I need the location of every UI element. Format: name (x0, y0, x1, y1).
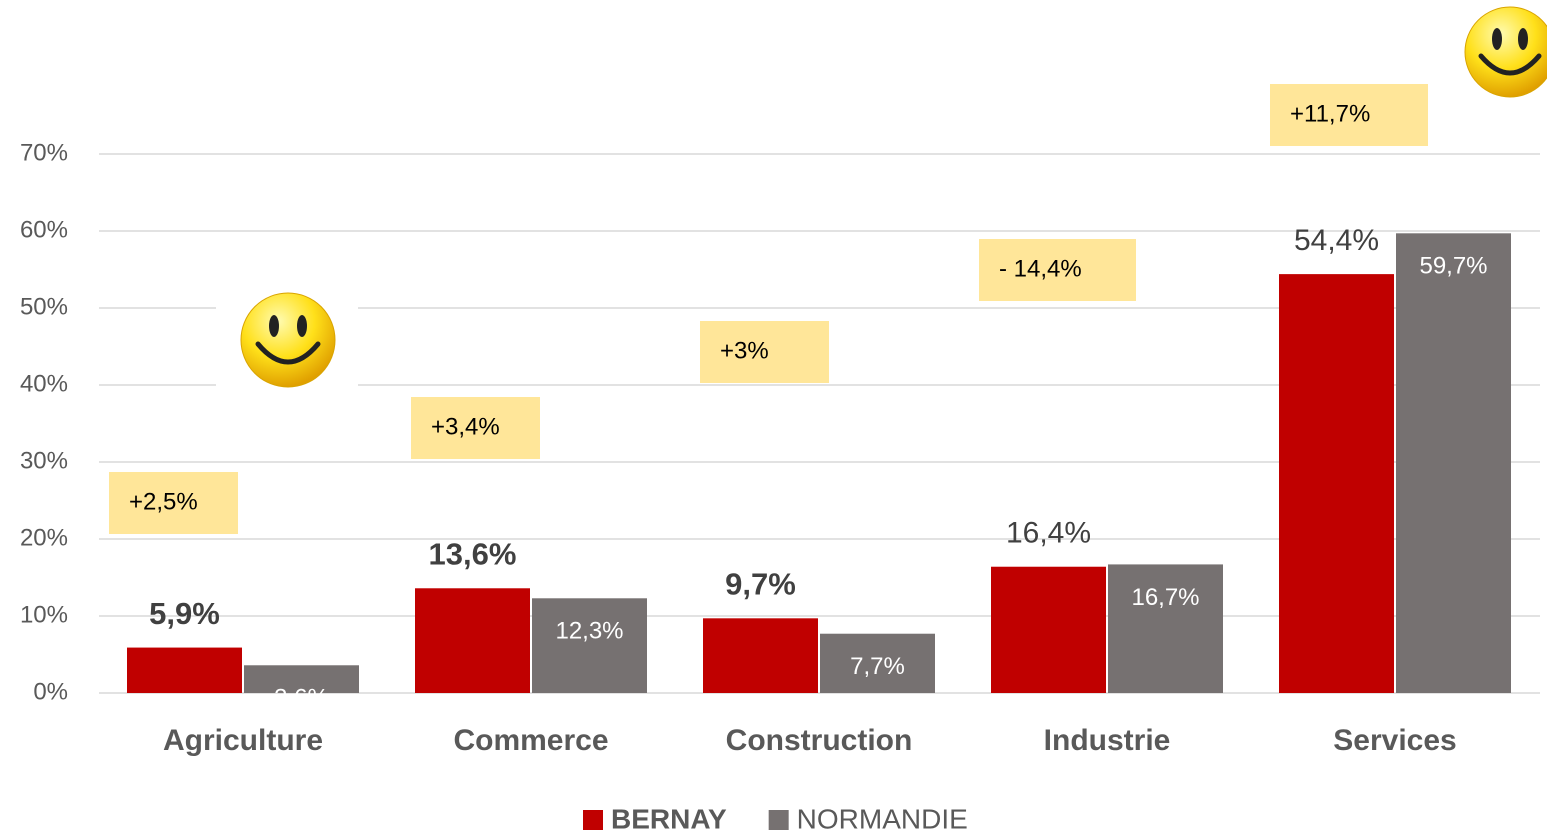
y-tick-label: 70% (20, 139, 68, 166)
data-label: 16,7% (1131, 584, 1199, 611)
annotation-box (109, 472, 238, 534)
y-tick-label: 0% (33, 678, 68, 705)
y-tick-label: 60% (20, 216, 68, 243)
bar (820, 633, 935, 693)
data-label: 5,9% (149, 596, 220, 631)
annotation-box (1270, 84, 1428, 146)
data-label: 7,7% (850, 653, 905, 680)
bar (127, 647, 242, 693)
annotation: +3,4% (431, 413, 500, 440)
smiley (1464, 6, 1547, 98)
data-label: 3,6% (274, 685, 329, 712)
annotation-box (411, 397, 540, 459)
data-label: 12,3% (555, 618, 623, 645)
x-tick-label: Construction (726, 724, 913, 757)
x-tick-label: Industrie (1044, 724, 1171, 757)
bar (244, 665, 359, 693)
legend-label: NORMANDIE (797, 803, 968, 834)
x-tick-label: Services (1333, 724, 1456, 757)
x-tick-label: Agriculture (163, 724, 323, 757)
annotation: +2,5% (129, 488, 198, 515)
data-label: 59,7% (1419, 253, 1487, 280)
y-tick-label: 30% (20, 447, 68, 474)
bar (415, 588, 530, 693)
bar (1108, 564, 1223, 693)
bar (991, 566, 1106, 693)
data-label: 54,4% (1294, 224, 1379, 257)
bar (532, 598, 647, 693)
annotation-box (979, 239, 1136, 301)
annotation: +3% (720, 337, 769, 364)
y-tick-label: 20% (20, 524, 68, 551)
legend-label: BERNAY (611, 803, 727, 834)
bar (1396, 233, 1511, 693)
data-label: 13,6% (429, 536, 517, 571)
annotation: +11,7% (1290, 100, 1370, 127)
y-tick-label: 50% (20, 293, 68, 320)
x-tick-label: Commerce (453, 724, 608, 757)
bar (1279, 274, 1394, 693)
annotation-box (700, 321, 829, 383)
legend-swatch (768, 810, 789, 830)
data-label: 9,7% (725, 566, 796, 601)
data-label: 16,4% (1006, 517, 1091, 550)
legend-swatch (583, 810, 603, 830)
y-tick-label: 40% (20, 370, 68, 397)
y-tick-label: 10% (20, 601, 68, 628)
bar (703, 618, 818, 693)
annotation: - 14,4% (999, 255, 1082, 282)
smiley (216, 290, 358, 390)
